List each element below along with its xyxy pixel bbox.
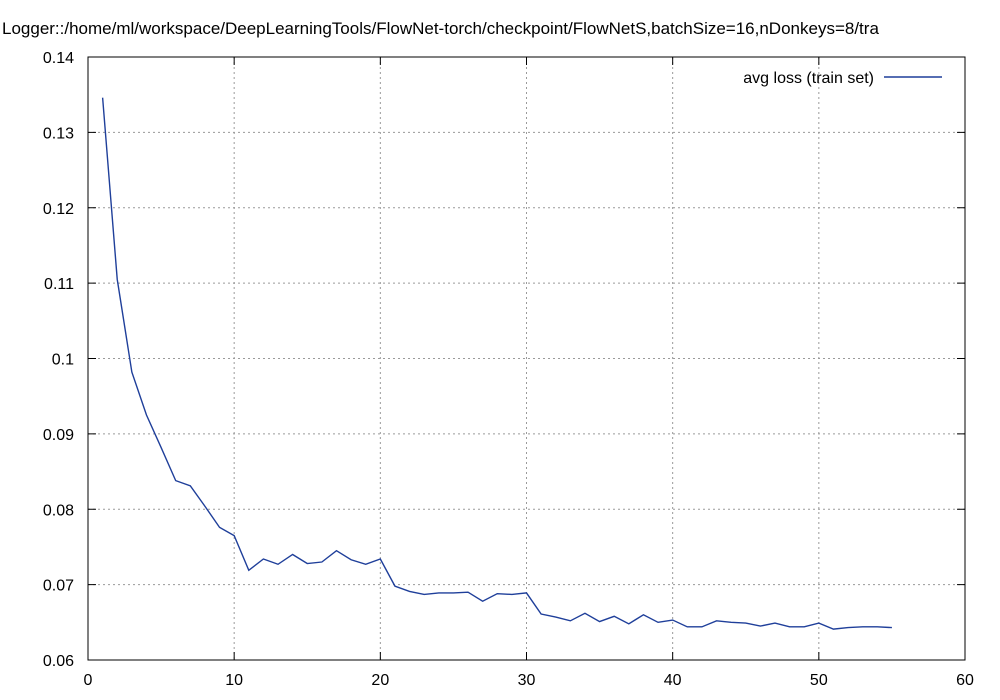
x-tick-label: 50	[810, 672, 828, 689]
series-line	[101, 97, 892, 630]
grid-lines	[88, 57, 965, 660]
tick-labels: 0 10 20 30 40 50 60 0.06 0.07 0.08 0.09 0.1 0.11 0.12…	[43, 50, 974, 689]
x-tick-label: 30	[518, 672, 536, 689]
x-tick-label: 20	[371, 672, 389, 689]
x-tick-label: 40	[664, 672, 682, 689]
x-tick-label: 0	[84, 672, 93, 689]
legend: avg loss (train set)	[743, 70, 942, 87]
y-tick-label: 0.13	[43, 125, 74, 142]
y-tick-label: 0.08	[43, 502, 74, 519]
x-tick-label: 60	[956, 672, 974, 689]
y-tick-label: 0.12	[43, 201, 74, 218]
y-tick-label: 0.09	[43, 427, 74, 444]
x-tick-label: 10	[225, 672, 243, 689]
series-lines	[101, 97, 892, 630]
y-tick-label: 0.1	[52, 352, 74, 369]
y-tick-label: 0.11	[44, 276, 74, 293]
legend-label: avg loss (train set)	[743, 70, 874, 87]
axes	[87, 56, 966, 661]
y-tick-label: 0.14	[43, 50, 74, 67]
y-tick-label: 0.06	[43, 653, 74, 670]
chart-title: Logger::/home/ml/workspace/DeepLearningT…	[2, 19, 879, 38]
y-tick-label: 0.07	[43, 578, 74, 595]
